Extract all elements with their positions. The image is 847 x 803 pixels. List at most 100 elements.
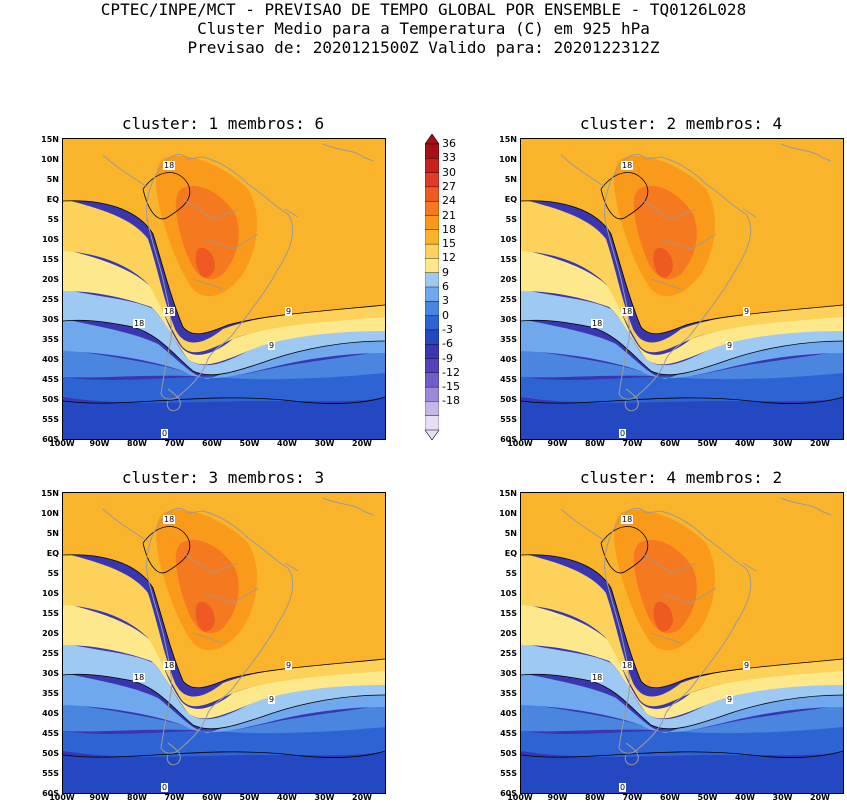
colorbar-swatch — [425, 315, 439, 331]
latitude-label: 15N — [41, 489, 59, 498]
colorbar-level-label: 12 — [442, 251, 456, 265]
longitude-label: 70W — [622, 439, 643, 448]
colorbar-swatch — [425, 143, 439, 159]
latitude-label: 35S — [42, 335, 59, 344]
contour-0 — [63, 396, 385, 404]
coastline — [604, 153, 752, 400]
colorbar-level-label: 27 — [442, 179, 456, 193]
contour-9 — [521, 673, 843, 730]
contour-18-inner — [600, 526, 649, 574]
latitude-label: 50S — [42, 749, 59, 758]
colorbar-swatch — [425, 401, 439, 417]
coastline — [322, 497, 374, 516]
latitude-label: 40S — [42, 709, 59, 718]
colorbar-level-label: 36 — [442, 137, 456, 150]
longitude-label: 40W — [277, 793, 297, 802]
colorbar-swatch — [425, 415, 439, 431]
colorbar-level-label: -6 — [442, 337, 453, 351]
contour-9 — [63, 319, 385, 376]
band-6 — [63, 319, 385, 379]
band-minus-3 — [63, 397, 385, 439]
coastline — [742, 562, 757, 572]
coastline — [624, 742, 639, 766]
band-24 — [633, 185, 697, 280]
colorbar-swatch — [425, 386, 439, 402]
contour-label: 9 — [726, 341, 734, 350]
colorbar-level-label: 3 — [442, 294, 449, 308]
latitude-label: 5S — [47, 569, 59, 578]
latitude-label: 60S — [42, 435, 59, 444]
contour-label: 9 — [268, 695, 276, 704]
band-6 — [521, 673, 843, 733]
colorbar-top-arrow — [425, 134, 439, 145]
latitude-label: 60S — [500, 789, 517, 798]
contour-label: 9 — [285, 661, 293, 670]
colorbar-swatch — [425, 372, 439, 388]
contour-label: 0 — [161, 429, 169, 438]
band-0 — [63, 725, 385, 757]
contour-label: 18 — [133, 319, 146, 328]
band-0 — [521, 725, 843, 757]
country-borders — [640, 198, 717, 290]
latitude-label: 10N — [499, 509, 517, 518]
header-line-1: CPTEC/INPE/MCT - PREVISAO DE TEMPO GLOBA… — [100, 0, 747, 19]
longitude-label: 70W — [164, 793, 185, 802]
band-minus-3 — [521, 397, 843, 439]
latitude-label: 5N — [504, 529, 517, 538]
map-canvas — [521, 493, 843, 793]
latitude-label: 50S — [500, 395, 517, 404]
latitude-label: 15N — [499, 135, 517, 144]
longitude-label: 70W — [164, 439, 185, 448]
longitude-label: 100W — [49, 439, 75, 448]
latitude-label: 5N — [504, 175, 517, 184]
latitude-label: EQ — [504, 549, 517, 558]
contour-label: 0 — [161, 783, 169, 792]
latitude-label: 15S — [500, 255, 517, 264]
longitude-label: 60W — [660, 439, 680, 448]
latitude-label: 25S — [42, 295, 59, 304]
contour-label: 18 — [163, 515, 176, 524]
colorbar-swatch — [425, 286, 439, 302]
colorbar-swatch — [425, 229, 439, 245]
latitude-label: 40S — [42, 355, 59, 364]
latitude-label: 5N — [46, 529, 59, 538]
band-0 — [521, 371, 843, 403]
band-minus-3 — [63, 751, 385, 793]
latitude-label: 10S — [500, 235, 517, 244]
latitude-label: 25S — [500, 649, 517, 658]
coastline — [624, 388, 639, 412]
coastline — [780, 497, 832, 516]
longitude-label: 40W — [735, 439, 755, 448]
header-line-3: Previsao de: 2020121500Z Valido para: 20… — [187, 38, 660, 57]
longitude-label: 90W — [89, 439, 110, 448]
band-15 — [521, 553, 843, 707]
coastline — [102, 508, 148, 542]
coastline — [146, 507, 294, 754]
longitude-label: 40W — [277, 439, 297, 448]
contour-label: 18 — [591, 319, 604, 328]
latitude-label: 35S — [42, 689, 59, 698]
latitude-label: 35S — [500, 335, 517, 344]
colorbar-level-label: -15 — [442, 380, 460, 394]
band-9 — [521, 289, 843, 375]
latitude-label: 10N — [41, 509, 59, 518]
panel-title-3: cluster: 3 membros: 3 — [121, 468, 325, 487]
colorbar-bottom-arrow — [425, 429, 439, 440]
latitude-label: 10N — [499, 155, 517, 164]
longitude-label: 20W — [352, 793, 372, 802]
band-12 — [63, 603, 385, 719]
longitude-label: 80W — [585, 439, 605, 448]
contour-label: 18 — [621, 515, 634, 524]
country-borders — [182, 198, 259, 290]
longitude-label: 100W — [507, 439, 533, 448]
band-3 — [63, 349, 385, 380]
longitude-label: 80W — [127, 793, 147, 802]
colorbar-level-label: 15 — [442, 237, 456, 251]
coastline — [560, 154, 606, 188]
contour-9 — [63, 673, 385, 730]
band-9 — [63, 643, 385, 729]
band-12 — [63, 249, 385, 365]
contour-label: 9 — [743, 661, 751, 670]
longitude-label: 60W — [202, 439, 222, 448]
contour-label: 18 — [621, 161, 634, 170]
